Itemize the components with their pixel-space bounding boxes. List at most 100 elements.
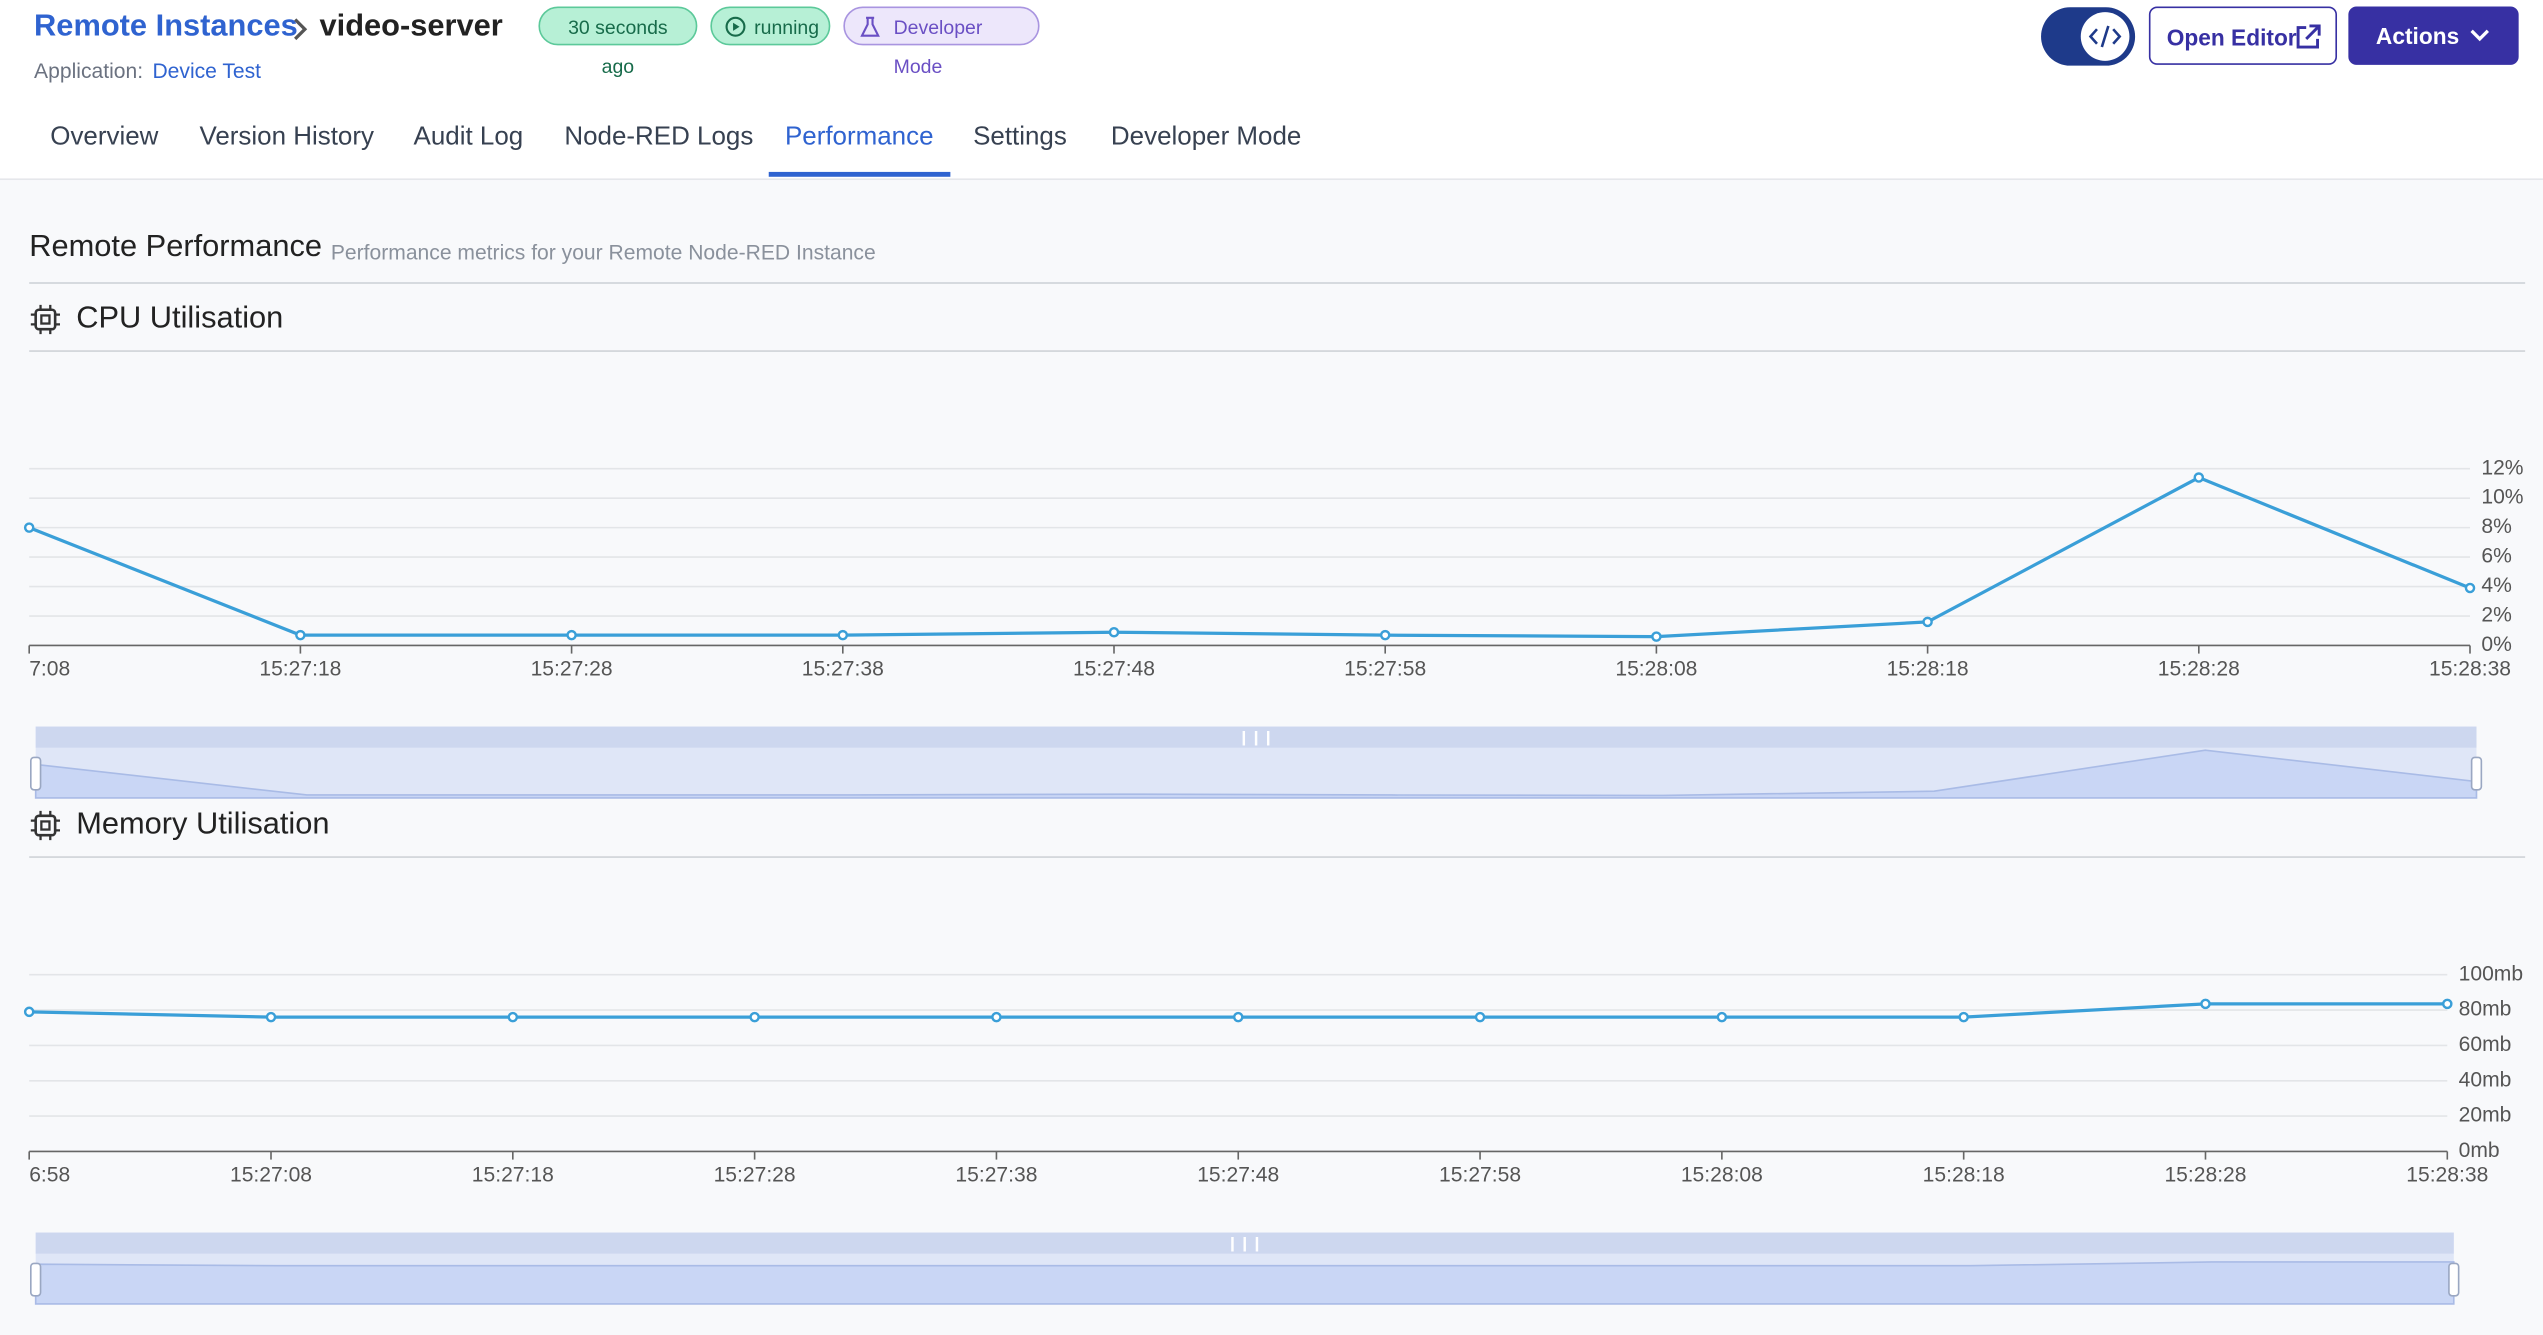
chip-pins — [30, 810, 61, 841]
chart-title: CPU Utilisation — [76, 300, 283, 335]
x-tick-label: 15:28:18 — [1923, 1163, 2005, 1186]
play-icon — [725, 16, 746, 37]
actions-button[interactable]: Actions — [2348, 6, 2519, 65]
chip-core — [40, 314, 51, 325]
point — [1922, 616, 1933, 628]
zoom-handle-bar — [35, 1232, 2454, 1254]
point — [2464, 582, 2476, 594]
point — [507, 1011, 519, 1023]
point — [2200, 998, 2211, 1010]
tab[interactable]: Node-RED Logs — [564, 123, 754, 151]
chip-body — [34, 814, 57, 837]
x-tick-label: 15:27:18 — [259, 657, 341, 680]
point — [837, 629, 849, 641]
point — [265, 1011, 277, 1023]
x-tick-label: 15:27:28 — [531, 657, 613, 680]
point — [2193, 472, 2205, 483]
x-tick-label: 15:28:28 — [2158, 657, 2240, 680]
badge-text: Developer Mode — [893, 16, 983, 78]
developer-toggle[interactable] — [2040, 6, 2136, 66]
x-tick-label: 15:27:48 — [1073, 657, 1155, 680]
y-tick-label: 12% — [2481, 456, 2523, 479]
zoom-grip: ❙❙❙ — [1238, 730, 1275, 746]
zoom-handle — [30, 1262, 42, 1297]
chip-body — [34, 308, 57, 331]
application-label: Application: — [34, 58, 144, 83]
x-tick-label: 15:27:28 — [714, 1163, 796, 1186]
zoom-handle — [30, 756, 42, 791]
x-tick-label: 15:27:48 — [1197, 1163, 1279, 1186]
zoom-handle — [2448, 1262, 2460, 1297]
header: Remote Instances video-server 30 seconds… — [0, 0, 2543, 181]
y-tick-label: 0mb — [2459, 1139, 2500, 1162]
open-editor-button[interactable]: Open Editor — [2148, 6, 2338, 65]
breadcrumb-link[interactable]: Remote Instances — [34, 9, 298, 44]
point — [1474, 1011, 1486, 1023]
status-badge: 30 seconds ago — [538, 6, 698, 78]
chip-pins — [30, 304, 61, 335]
x-tick-label: 15:28:08 — [1681, 1163, 1763, 1186]
x-tick-label: 15:28:08 — [1615, 657, 1697, 680]
chart: Memory Utilisation 0mb 20mb 40mb 60mb 80mb 100… — [0, 806, 2526, 1305]
chart-title: Memory Utilisation — [76, 806, 329, 841]
chip-icon — [30, 810, 61, 841]
x-tick-label: 15:26:58 — [0, 1163, 70, 1186]
x-tick-label: 15:28:38 — [2406, 1163, 2488, 1186]
flask-icon — [860, 16, 880, 37]
point — [566, 629, 577, 641]
section-subtitle: Performance metrics for your Remote Node… — [330, 240, 876, 265]
zoom-handle-bar — [35, 726, 2477, 748]
zoom-grip: ❙❙❙ — [1226, 1236, 1263, 1252]
x-tick-label: 15:28:28 — [2164, 1163, 2246, 1186]
application-link[interactable]: Device Test — [152, 58, 262, 83]
point — [295, 629, 306, 641]
chevron-down-icon — [2470, 29, 2489, 42]
zoom-handle — [2470, 756, 2483, 791]
point — [1651, 631, 1662, 642]
x-tick-label: 15:27:18 — [472, 1163, 554, 1186]
y-tick-label: 10% — [2481, 486, 2523, 509]
x-tick-label: 15:27:08 — [230, 1163, 312, 1186]
point — [1232, 1011, 1244, 1023]
point — [749, 1011, 760, 1023]
y-tick-label: 80mb — [2459, 998, 2512, 1021]
y-tick-label: 60mb — [2459, 1033, 2512, 1056]
chip-core — [40, 820, 51, 831]
point — [1958, 1011, 1969, 1023]
point — [23, 522, 35, 533]
tab[interactable]: Developer Mode — [1110, 123, 1302, 151]
point — [1379, 629, 1391, 641]
zoom-area — [34, 1261, 2455, 1305]
chip-icon — [30, 304, 61, 335]
section-title: Remote Performance — [29, 230, 323, 265]
badge-text: running — [754, 16, 820, 39]
x-tick-label: 15:28:38 — [2429, 657, 2511, 680]
instance-title: video-server — [319, 9, 503, 44]
tab[interactable]: Version History — [199, 123, 374, 151]
tab[interactable]: Performance — [784, 123, 934, 151]
button-label: Actions — [2375, 22, 2460, 49]
x-labels: 15:26:58 15:27:08 15:27:18 15:27:28 15:27:38… — [0, 1163, 2488, 1186]
status-badge: running — [710, 6, 831, 46]
y-tick-label: 6% — [2481, 545, 2511, 568]
mode-badge: Developer Mode — [843, 6, 1040, 78]
x-tick-label: 15:28:18 — [1887, 657, 1969, 680]
y-tick-label: 40mb — [2459, 1068, 2512, 1091]
external-icon — [2296, 24, 2321, 49]
tab[interactable]: Settings — [973, 123, 1067, 151]
x-tick-label: 15:27:58 — [1439, 1163, 1521, 1186]
chart: CPU Utilisation0%2%4%6%8%10%12%15:27:081… — [23, 300, 2526, 799]
x-tick-label: 15:27:58 — [1344, 657, 1426, 680]
chevron-icon — [294, 18, 308, 41]
x-labels: 15:27:08 15:27:18 15:27:28 15:27:38 15:27:48… — [29, 657, 2511, 680]
point — [23, 1006, 35, 1018]
point — [1108, 626, 1120, 638]
y-tick-label: 20mb — [2459, 1104, 2512, 1127]
tab[interactable]: Overview — [50, 123, 159, 151]
point — [1716, 1011, 1728, 1023]
zoom-area — [34, 749, 2478, 799]
y-tick-label: 2% — [2481, 604, 2511, 627]
button-label: Open Editor — [2166, 24, 2297, 51]
tab[interactable]: Audit Log — [413, 123, 524, 151]
